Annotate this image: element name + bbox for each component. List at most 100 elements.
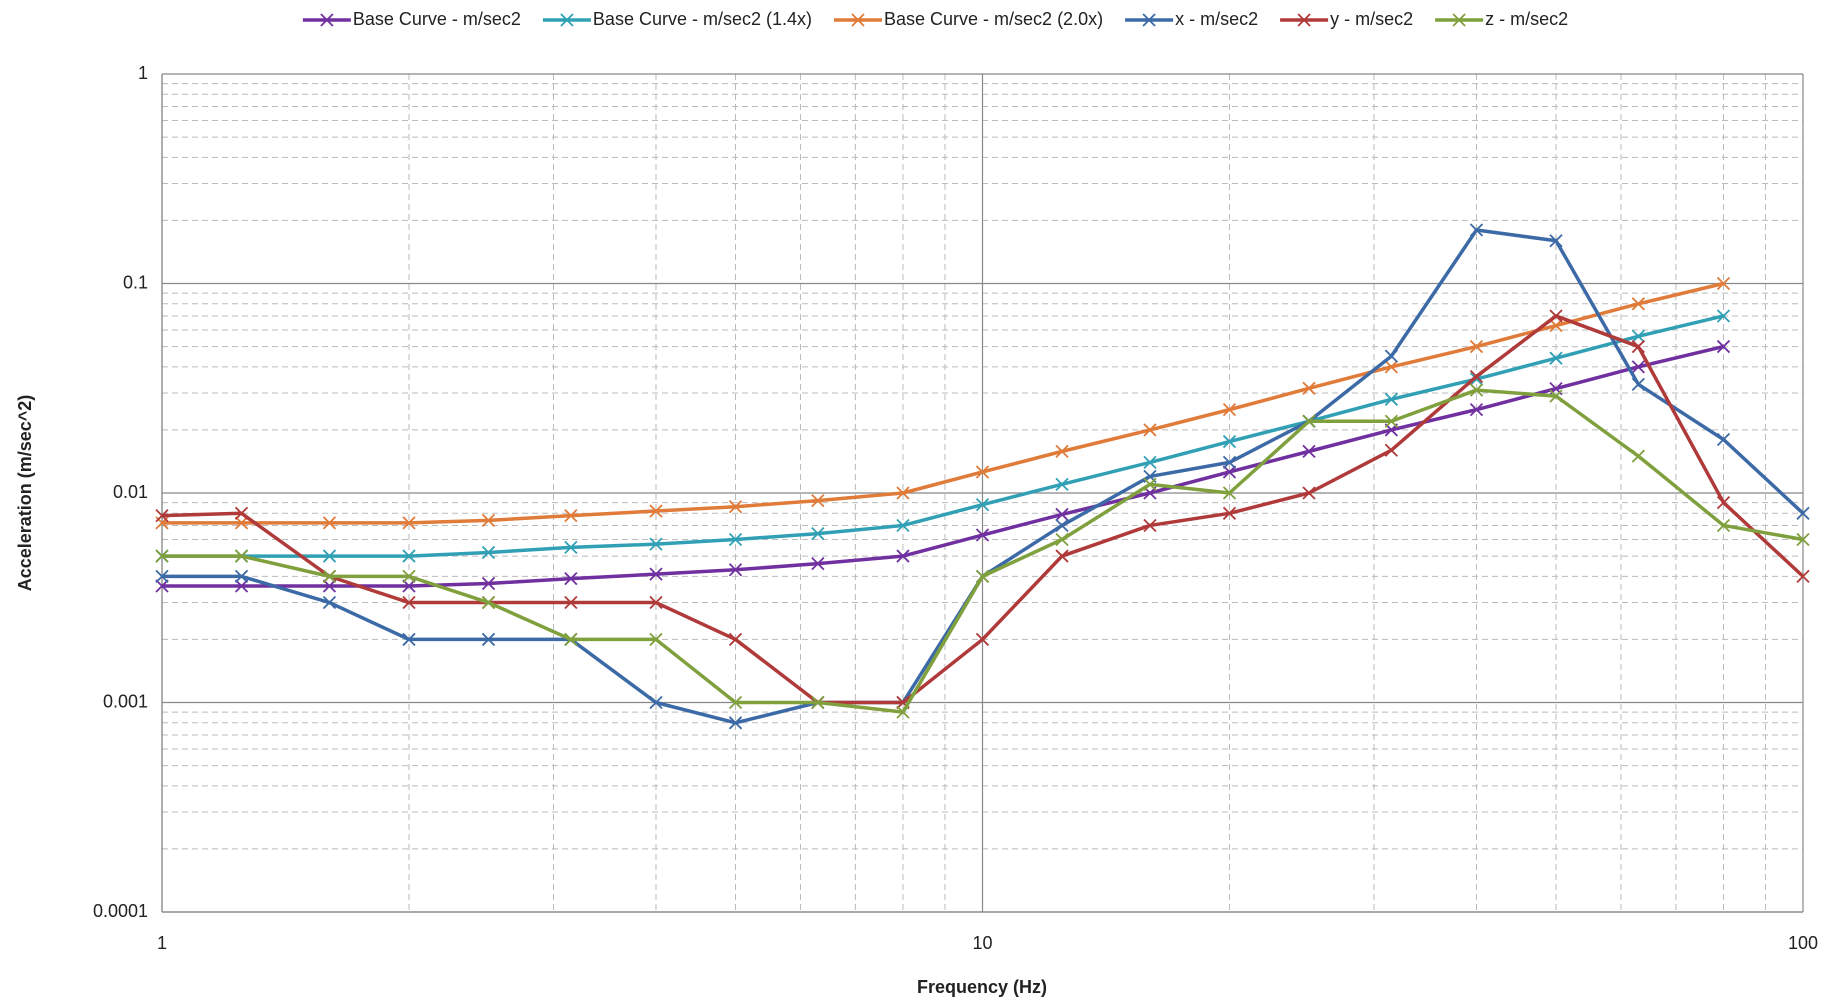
x-tick-label: 10 [972, 933, 992, 953]
point-marker [728, 632, 743, 647]
point-marker [481, 545, 496, 560]
point-marker [1055, 518, 1069, 533]
point-marker [1631, 339, 1645, 354]
point-marker [649, 537, 663, 551]
y-tick-label: 0.0001 [93, 901, 148, 921]
point-marker [481, 595, 496, 610]
point-marker [1716, 432, 1731, 447]
point-marker [155, 569, 169, 584]
point-marker [1469, 383, 1484, 397]
legend-marker [1452, 13, 1466, 27]
series-line [162, 344, 1724, 588]
point-marker [896, 705, 910, 719]
point-marker [1549, 234, 1563, 248]
point-marker [234, 579, 249, 593]
point-marker [975, 497, 990, 512]
point-marker [402, 516, 416, 530]
point-marker [649, 695, 663, 710]
point-marker [322, 549, 337, 563]
point-marker [322, 595, 337, 610]
point-marker [1796, 569, 1810, 584]
point-marker [975, 632, 990, 647]
point-marker [1631, 449, 1645, 463]
point-marker [481, 513, 496, 528]
point-marker [1384, 392, 1398, 406]
point-marker [402, 632, 416, 647]
y-axis-label: Acceleration (m/sec^2) [15, 395, 35, 592]
x-tick-label: 1 [157, 933, 167, 953]
point-marker [1222, 486, 1237, 500]
legend-marker [560, 13, 574, 27]
point-marker [896, 486, 910, 500]
x-tick-label: 100 [1788, 933, 1818, 953]
legend-label: Base Curve - m/sec2 (1.4x) [593, 9, 812, 29]
point-marker [1143, 455, 1157, 470]
series-line [162, 314, 1724, 558]
point-marker [1143, 423, 1157, 437]
point-marker [1549, 309, 1563, 323]
point-marker [402, 569, 416, 584]
point-marker [1302, 444, 1316, 459]
point-marker [975, 528, 990, 542]
legend-label: Base Curve - m/sec2 [353, 9, 521, 29]
point-marker [1469, 402, 1484, 417]
point-marker [811, 557, 825, 571]
point-marker [649, 632, 663, 647]
point-marker [1222, 506, 1237, 520]
point-marker [728, 563, 743, 577]
point-marker [728, 532, 743, 547]
point-marker [1716, 309, 1731, 323]
legend-label: y - m/sec2 [1330, 9, 1413, 29]
point-marker [649, 595, 663, 610]
legend-marker [1297, 13, 1311, 27]
point-marker [564, 595, 578, 610]
point-marker [649, 567, 663, 581]
point-marker [1384, 443, 1398, 457]
point-marker [811, 695, 825, 710]
point-marker [234, 516, 249, 530]
legend-label: z - m/sec2 [1485, 9, 1568, 29]
point-marker [564, 632, 578, 647]
y-tick-label: 0.001 [103, 691, 148, 711]
point-marker [155, 549, 169, 563]
point-marker [234, 549, 249, 563]
point-marker [896, 518, 910, 533]
point-marker [322, 579, 337, 593]
point-marker [1222, 402, 1237, 417]
x-axis-label: Frequency (Hz) [917, 977, 1047, 997]
point-marker [1631, 360, 1645, 374]
legend-label: x - m/sec2 [1175, 9, 1258, 29]
point-marker [564, 572, 578, 586]
y-tick-label: 1 [138, 63, 148, 83]
point-marker [1469, 223, 1484, 237]
point-marker [1469, 339, 1484, 354]
point-marker [1302, 414, 1316, 428]
legend-marker [1142, 13, 1156, 27]
point-marker [1469, 369, 1484, 384]
point-marker [1549, 351, 1563, 365]
point-marker [155, 508, 169, 523]
legend-marker [320, 13, 334, 27]
point-marker [1549, 389, 1563, 403]
point-marker [1716, 518, 1731, 533]
point-marker [1055, 549, 1069, 563]
point-marker [1796, 532, 1810, 547]
point-marker [728, 695, 743, 710]
point-marker [1143, 477, 1157, 491]
series-line [162, 281, 1724, 525]
point-marker [481, 632, 496, 647]
point-marker [811, 493, 825, 508]
point-marker [975, 465, 990, 479]
legend: Base Curve - m/sec2 Base Curve - m/sec2 (… [302, 9, 1568, 29]
point-marker [1549, 318, 1563, 333]
point-marker [564, 508, 578, 523]
point-marker [155, 579, 169, 593]
y-tick-label: 0.1 [123, 272, 148, 292]
point-marker [1631, 297, 1645, 311]
point-marker [1055, 477, 1069, 491]
point-marker [1384, 349, 1398, 363]
point-marker [1302, 381, 1316, 395]
point-marker [234, 506, 249, 520]
point-marker [1055, 507, 1069, 522]
